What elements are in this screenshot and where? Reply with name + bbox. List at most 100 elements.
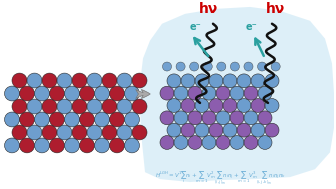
Circle shape — [265, 74, 279, 88]
Circle shape — [265, 123, 279, 137]
Circle shape — [125, 138, 139, 153]
Text: hν: hν — [266, 2, 285, 16]
Circle shape — [125, 112, 139, 127]
Circle shape — [265, 99, 279, 112]
Circle shape — [188, 86, 202, 100]
Text: e⁻: e⁻ — [246, 22, 258, 32]
Circle shape — [4, 112, 19, 127]
Circle shape — [35, 138, 49, 153]
Circle shape — [49, 138, 65, 153]
Circle shape — [94, 138, 110, 153]
Circle shape — [167, 123, 181, 137]
Circle shape — [49, 112, 65, 127]
Circle shape — [4, 138, 19, 153]
Circle shape — [223, 99, 237, 112]
Circle shape — [188, 136, 202, 149]
Circle shape — [230, 86, 244, 100]
Circle shape — [94, 112, 110, 127]
Circle shape — [202, 136, 216, 149]
Circle shape — [117, 125, 132, 140]
Circle shape — [223, 74, 237, 88]
Circle shape — [230, 111, 244, 125]
Circle shape — [42, 125, 57, 140]
Circle shape — [195, 74, 209, 88]
Circle shape — [57, 99, 72, 114]
Circle shape — [244, 111, 258, 125]
Circle shape — [72, 125, 87, 140]
Circle shape — [125, 86, 139, 101]
Circle shape — [181, 123, 195, 137]
Circle shape — [216, 136, 230, 149]
Circle shape — [203, 62, 212, 71]
Circle shape — [174, 86, 188, 100]
Polygon shape — [140, 7, 334, 182]
Circle shape — [102, 99, 117, 114]
Circle shape — [132, 125, 147, 140]
Circle shape — [80, 138, 94, 153]
Circle shape — [258, 136, 272, 149]
Circle shape — [237, 74, 251, 88]
Circle shape — [42, 73, 57, 88]
Circle shape — [251, 123, 265, 137]
Text: hν: hν — [199, 2, 218, 16]
Circle shape — [271, 62, 280, 71]
Circle shape — [230, 62, 240, 71]
Text: e⁻: e⁻ — [189, 22, 201, 32]
Circle shape — [190, 62, 199, 71]
Circle shape — [102, 73, 117, 88]
Circle shape — [80, 86, 94, 101]
Circle shape — [87, 73, 102, 88]
Circle shape — [244, 62, 253, 71]
Circle shape — [202, 86, 216, 100]
Circle shape — [162, 62, 172, 71]
Circle shape — [258, 86, 272, 100]
Circle shape — [167, 99, 181, 112]
Circle shape — [174, 111, 188, 125]
Circle shape — [244, 86, 258, 100]
Circle shape — [160, 111, 174, 125]
Circle shape — [57, 125, 72, 140]
Circle shape — [87, 99, 102, 114]
Circle shape — [160, 136, 174, 149]
Circle shape — [27, 73, 42, 88]
Circle shape — [167, 74, 181, 88]
Circle shape — [132, 73, 147, 88]
Circle shape — [12, 125, 27, 140]
Circle shape — [117, 73, 132, 88]
Circle shape — [202, 111, 216, 125]
Circle shape — [12, 73, 27, 88]
Circle shape — [49, 86, 65, 101]
Circle shape — [27, 125, 42, 140]
Circle shape — [19, 112, 35, 127]
Circle shape — [72, 73, 87, 88]
Circle shape — [102, 125, 117, 140]
Circle shape — [117, 99, 132, 114]
Circle shape — [35, 86, 49, 101]
Circle shape — [12, 99, 27, 114]
Circle shape — [110, 112, 125, 127]
Circle shape — [94, 86, 110, 101]
Circle shape — [65, 112, 80, 127]
Circle shape — [27, 99, 42, 114]
Circle shape — [237, 99, 251, 112]
Circle shape — [132, 99, 147, 114]
Circle shape — [181, 74, 195, 88]
Circle shape — [19, 86, 35, 101]
Circle shape — [195, 123, 209, 137]
Circle shape — [251, 99, 265, 112]
Circle shape — [35, 112, 49, 127]
Circle shape — [209, 74, 223, 88]
Circle shape — [160, 86, 174, 100]
Text: $H^{LGH} = V^1\!\sum_i n_i + \!\sum_{m=1} V_m^2 \sum_{\langle i,j\rangle_m}\!\! : $H^{LGH} = V^1\!\sum_i n_i + \!\sum_{m=1… — [155, 169, 286, 187]
Circle shape — [257, 62, 266, 71]
Circle shape — [209, 123, 223, 137]
Circle shape — [230, 136, 244, 149]
Circle shape — [87, 125, 102, 140]
Circle shape — [217, 62, 226, 71]
Circle shape — [258, 111, 272, 125]
Circle shape — [65, 138, 80, 153]
Circle shape — [19, 138, 35, 153]
Circle shape — [209, 99, 223, 112]
Circle shape — [195, 99, 209, 112]
Circle shape — [57, 73, 72, 88]
